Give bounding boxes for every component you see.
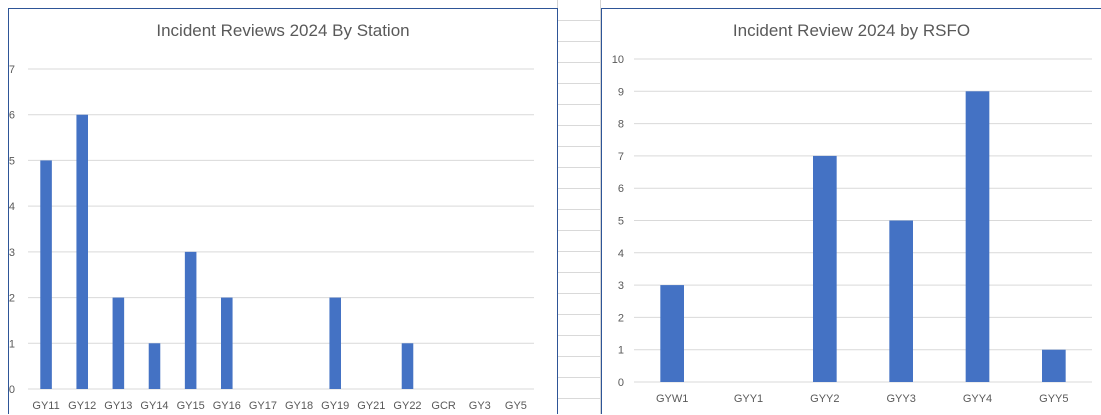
bar	[813, 155, 837, 382]
x-tick-label: GYY1	[734, 393, 763, 405]
x-tick-label: GY12	[68, 400, 96, 412]
x-tick-label: GCR	[431, 400, 456, 412]
bar	[184, 251, 197, 389]
y-tick-label: 7	[9, 64, 15, 76]
x-tick-label: GY15	[177, 400, 205, 412]
chart-rsfo[interactable]: Incident Review 2024 by RSFO 0 1 2 3 4 5 6 7 8 9 1…	[601, 8, 1101, 414]
x-tick-label: GY13	[104, 400, 132, 412]
x-tick-label: GYY5	[1039, 393, 1068, 405]
y-tick-label: 5	[9, 155, 15, 167]
y-tick-label: 5	[618, 216, 624, 228]
bar	[889, 220, 913, 382]
bar	[76, 114, 88, 389]
bar	[112, 297, 125, 389]
bar	[40, 160, 52, 389]
y-tick-label: 2	[618, 312, 624, 324]
x-tick-label: GYY2	[810, 393, 839, 405]
y-tick-label: 2	[9, 293, 15, 305]
spreadsheet-column-divider	[600, 0, 601, 414]
x-tick-label: GY21	[357, 400, 385, 412]
x-tick-label: GY22	[393, 400, 421, 412]
bar	[965, 91, 990, 383]
bar	[329, 297, 341, 389]
x-tick-label: GY18	[285, 400, 313, 412]
bar	[221, 297, 233, 389]
x-tick-label: GY5	[505, 400, 527, 412]
x-tick-label: GY11	[32, 400, 59, 412]
chart-title: Incident Reviews 2024 By Station	[156, 21, 410, 40]
y-tick-label: 4	[618, 248, 624, 260]
x-tick-label: GY3	[469, 400, 491, 412]
y-tick-label: 1	[9, 338, 15, 350]
y-tick-label: 3	[618, 280, 624, 292]
y-tick-label: 6	[618, 183, 624, 195]
x-tick-label: GYY4	[963, 393, 992, 405]
chart-plot-area: 0 1 2 3 4 5 6 7 8 9 10 GYW1 GYY1 GYY2 GYY3 GYY4 GYY5	[612, 54, 1092, 405]
bar	[1042, 349, 1066, 382]
bar	[148, 343, 161, 389]
y-tick-label: 1	[618, 345, 624, 357]
y-tick-label: 7	[618, 151, 624, 163]
x-tick-label: GY19	[321, 400, 349, 412]
y-tick-label: 4	[9, 201, 15, 213]
chart-plot-area: 0 1 2 3 4 5 6 7 GY11 GY12 GY13 GY14 GY15 GY16 GY17 GY18…	[9, 64, 534, 412]
x-tick-label: GY17	[249, 400, 277, 412]
y-tick-label: 3	[9, 247, 15, 259]
chart-station[interactable]: Incident Reviews 2024 By Station 0 1 2 3 4 5 6…	[8, 8, 558, 414]
y-tick-label: 0	[618, 377, 624, 389]
y-tick-label: 6	[9, 110, 15, 122]
bar	[401, 343, 414, 389]
bar	[660, 285, 684, 382]
y-tick-label: 0	[9, 384, 15, 396]
x-tick-label: GYY3	[886, 393, 915, 405]
chart-title: Incident Review 2024 by RSFO	[732, 21, 971, 40]
y-tick-label: 9	[618, 86, 624, 98]
x-tick-label: GY16	[213, 400, 241, 412]
y-tick-label: 10	[612, 54, 624, 66]
x-tick-label: GY14	[140, 400, 168, 412]
x-tick-label: GYW1	[656, 393, 688, 405]
y-tick-label: 8	[618, 119, 624, 131]
